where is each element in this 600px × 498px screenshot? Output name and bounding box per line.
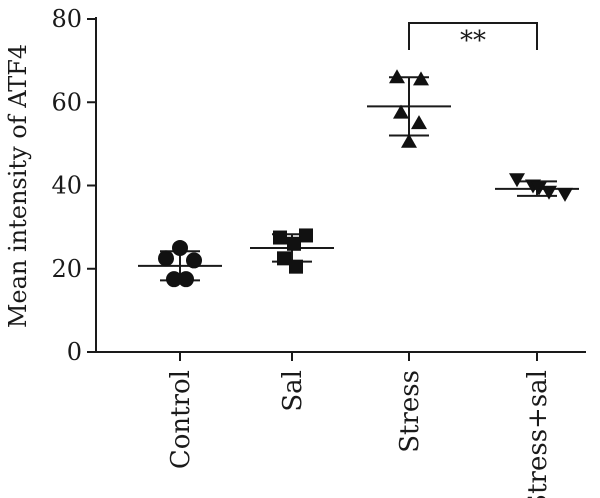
data-point-square xyxy=(273,230,287,245)
data-point-triangle-down xyxy=(531,181,547,196)
x-tick-label: Control xyxy=(166,370,196,469)
significance-annotations: ** xyxy=(408,22,538,56)
data-point-circle xyxy=(166,271,182,288)
data-point-triangle-down xyxy=(557,187,573,202)
data-point-square xyxy=(277,251,291,266)
axes xyxy=(95,17,586,353)
data-point-square xyxy=(299,228,313,243)
data-point-circle xyxy=(186,252,202,269)
data-point-triangle-down xyxy=(509,173,525,188)
data-point-triangle-up xyxy=(393,104,409,119)
significance-bracket xyxy=(408,22,538,50)
data-point-triangle-up xyxy=(401,133,417,148)
y-tick-label: 0 xyxy=(67,338,82,366)
x-tick-label: Stress+sal xyxy=(523,370,553,498)
y-tick-label: 60 xyxy=(51,88,82,116)
data-point-square xyxy=(287,236,301,251)
data-point-triangle-up xyxy=(413,71,429,86)
data-point-circle xyxy=(158,250,174,267)
y-ticks: 0 20 40 60 80 xyxy=(51,5,96,366)
y-tick-label: 40 xyxy=(51,172,82,200)
data-point-square xyxy=(289,259,303,274)
data-point-triangle-down xyxy=(541,185,557,200)
x-tick-label: Sal xyxy=(278,370,308,412)
data-point-circle xyxy=(178,271,194,288)
data-points xyxy=(158,69,573,288)
data-point-triangle-up xyxy=(411,115,427,130)
x-ticks: Control Sal Stress Stress+sal xyxy=(166,352,553,498)
y-tick-label: 80 xyxy=(51,5,82,33)
y-axis-title: Mean intensity of ATF4 xyxy=(4,44,32,328)
significance-label: ** xyxy=(460,26,486,56)
data-point-circle xyxy=(172,239,188,256)
x-tick-label: Stress xyxy=(395,370,425,453)
y-tick-label: 20 xyxy=(51,255,82,283)
data-point-triangle-up xyxy=(389,69,405,84)
